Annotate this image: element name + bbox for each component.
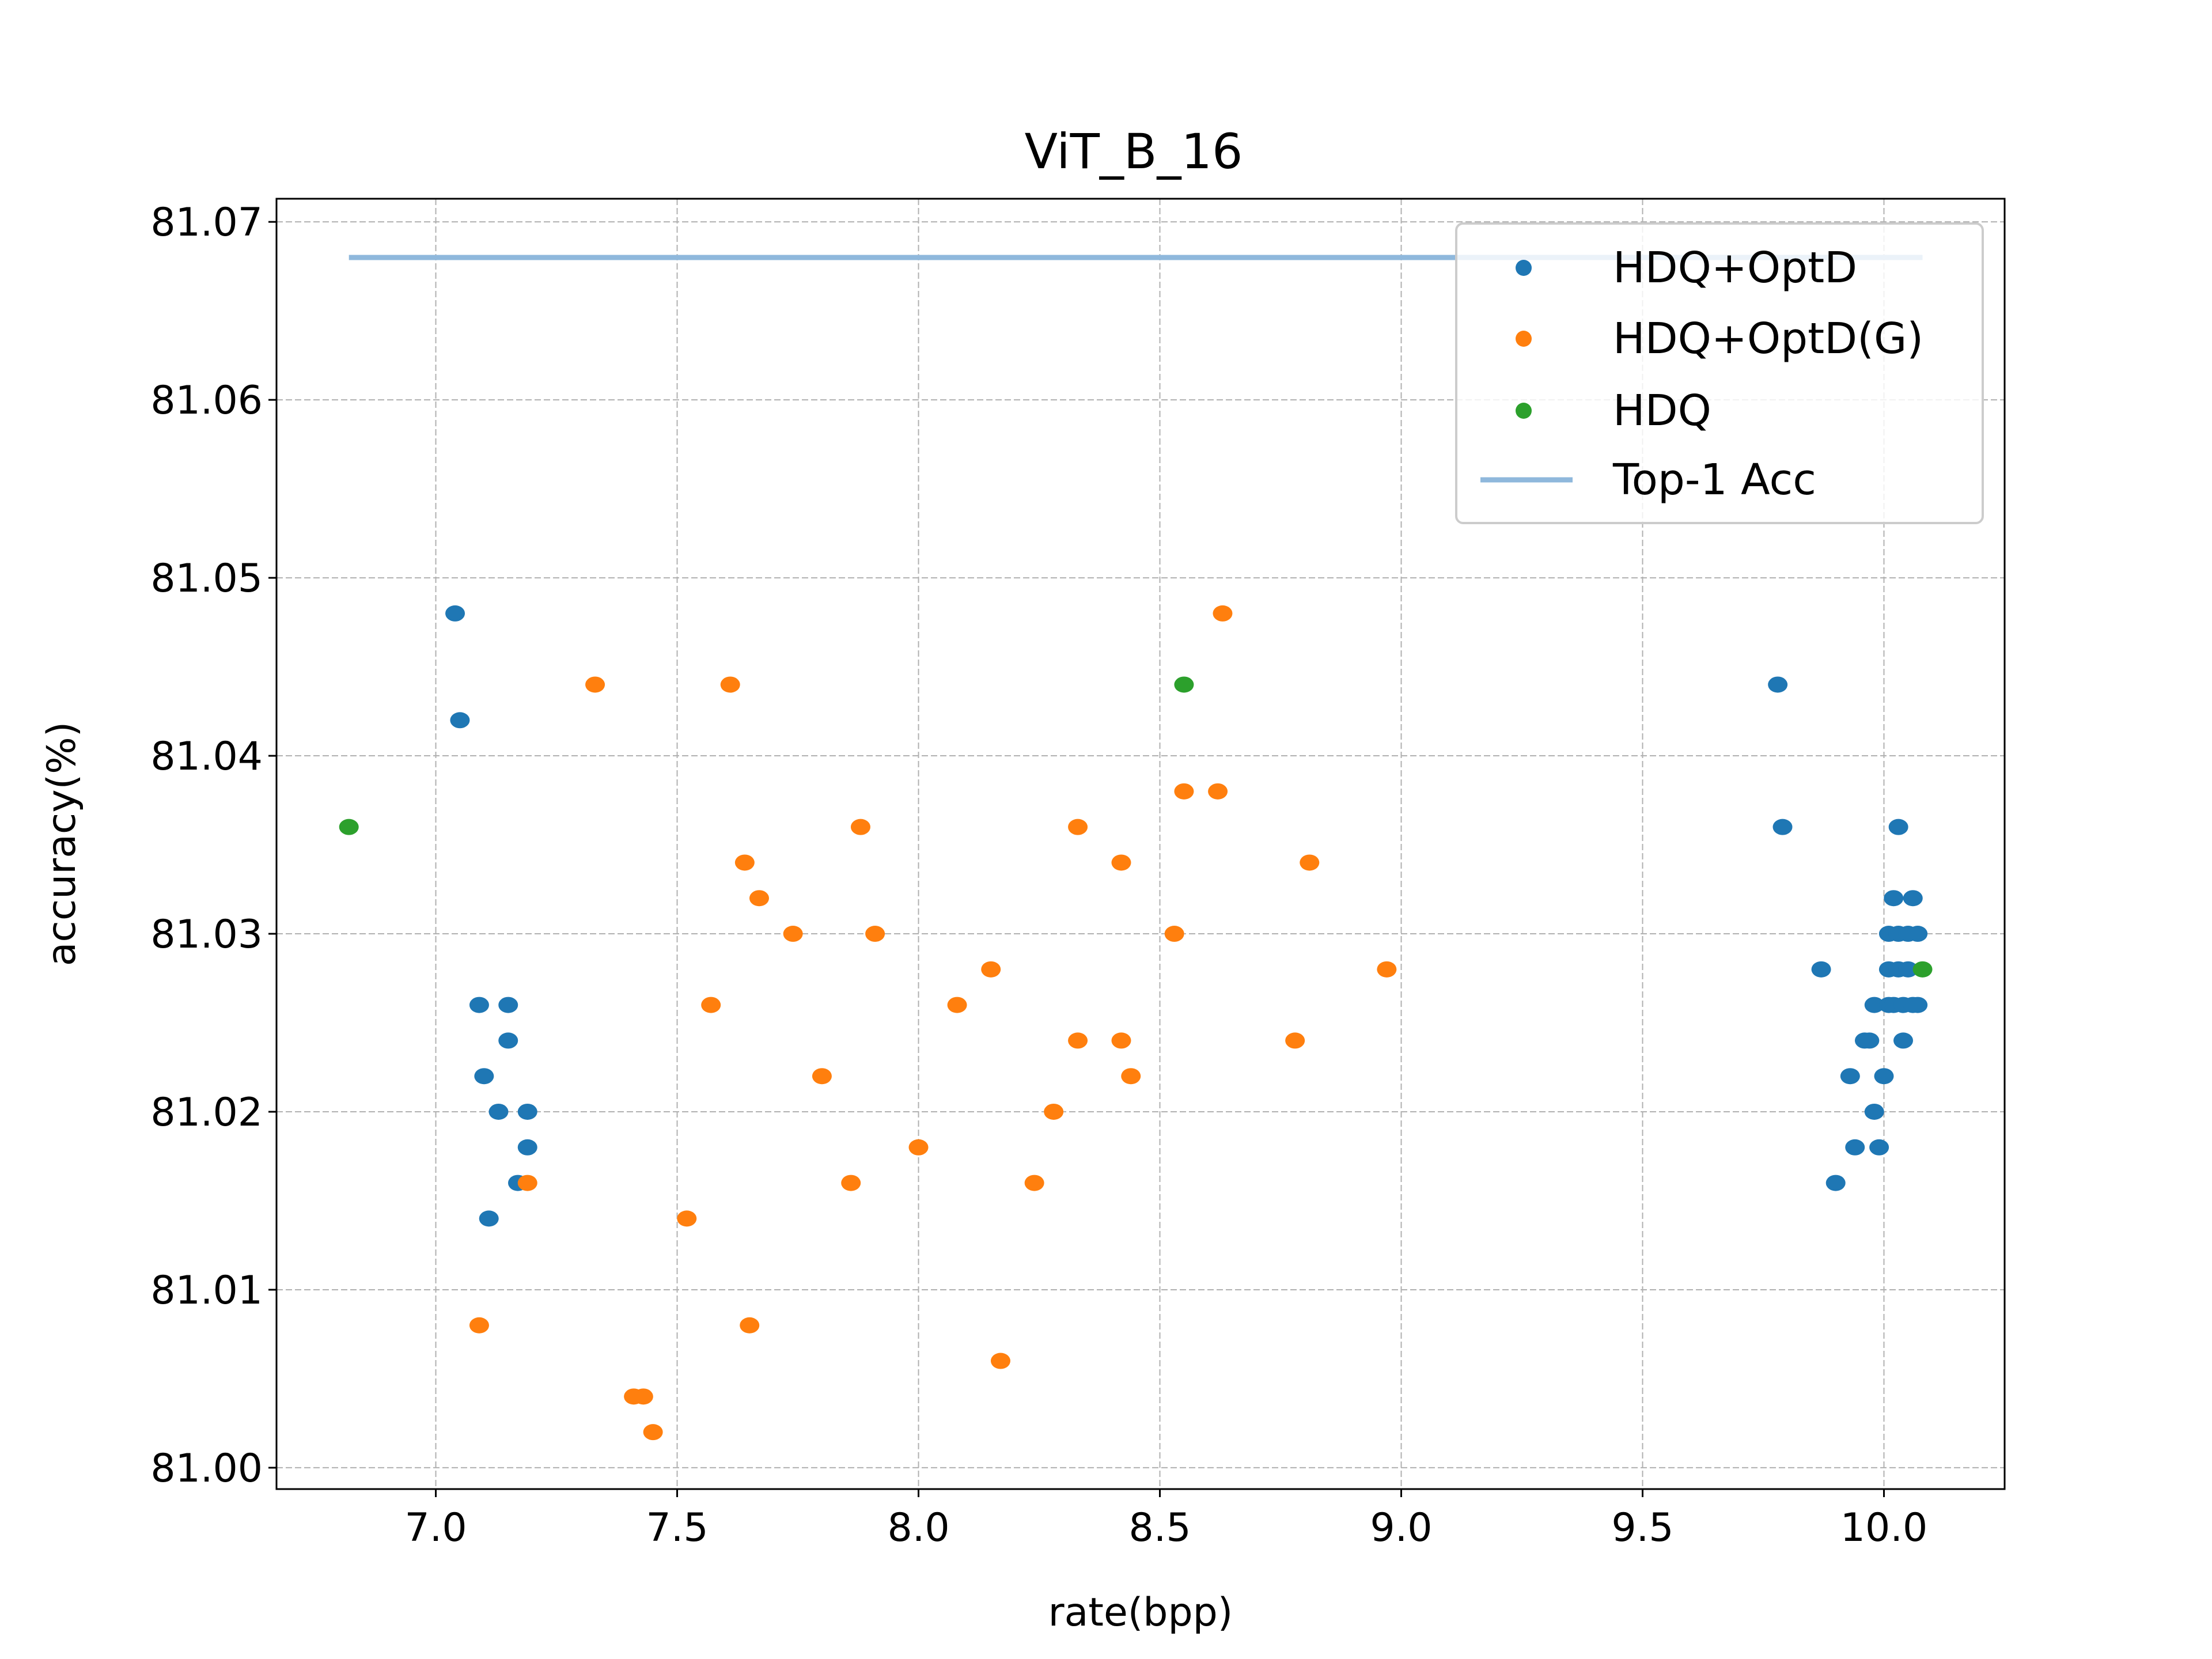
point-hdq-optd (498, 1032, 518, 1049)
point-hdq-optd-g (1377, 961, 1397, 978)
point-hdq-optd (469, 997, 489, 1013)
point-hdq-optd (1898, 961, 1918, 978)
point-hdq-optd-g (1164, 926, 1184, 942)
point-hdq-optd (1908, 997, 1928, 1013)
point-hdq-optd (1811, 961, 1831, 978)
point-hdq-optd (488, 1103, 509, 1120)
point-hdq-optd-g (643, 1424, 663, 1441)
point-hdq-optd-g (783, 926, 803, 942)
point-hdq-optd-g (1121, 1068, 1141, 1085)
point-hdq-optd (1888, 819, 1908, 835)
point-hdq-optd (1864, 997, 1884, 1013)
point-hdq-optd-g (1024, 1175, 1044, 1191)
y-axis: 81.00 81.01 81.02 81.03 81.04 81.05 81.06 81.07 (150, 200, 276, 1491)
point-hdq-optd (517, 1103, 537, 1120)
point-hdq-optd-g (841, 1175, 861, 1191)
point-hdq-optd (1884, 890, 1904, 907)
point-hdq-optd-g (720, 676, 740, 693)
point-hdq-optd-g (947, 997, 967, 1013)
point-hdq-optd (517, 1139, 537, 1156)
legend-label-hdq: HDQ (1613, 386, 1711, 435)
plot-frame (275, 198, 2006, 1490)
point-hdq-optd (445, 605, 465, 622)
y-tick-label: 81.04 (150, 734, 263, 779)
point-hdq-optd-g (1044, 1103, 1064, 1120)
point-hdq-optd (1893, 1032, 1914, 1049)
point-hdq-optd (1768, 676, 1788, 693)
legend-marker-hdq-optd (1516, 260, 1532, 276)
point-hdq-optd-g (865, 926, 885, 942)
point-hdq-optd-g (1213, 605, 1233, 622)
point-hdq-optd-g (908, 1139, 929, 1156)
point-hdq-optd (1859, 1032, 1880, 1049)
x-tick-label: 9.0 (1370, 1505, 1432, 1551)
point-hdq-optd-g (1285, 1032, 1305, 1049)
point-hdq-optd (1845, 1139, 1865, 1156)
y-tick-label: 81.05 (150, 556, 263, 601)
point-hdq-optd-g (1300, 854, 1320, 871)
point-hdq-optd (1772, 819, 1793, 835)
point-hdq-optd-g (734, 854, 755, 871)
point-hdq-optd (1903, 890, 1923, 907)
point-hdq-optd-g (1111, 1032, 1131, 1049)
point-hdq-optd-g (585, 676, 605, 693)
point-hdq-optd (1864, 1103, 1884, 1120)
x-tick-label: 7.5 (646, 1505, 708, 1551)
legend-label-top1-acc: Top-1 Acc (1612, 455, 1816, 505)
point-hdq-optd (1840, 1068, 1860, 1085)
point-hdq-optd-g (633, 1388, 653, 1405)
x-tick-label: 8.5 (1128, 1505, 1191, 1551)
point-hdq-optd-g (701, 997, 721, 1013)
point-hdq-optd-g (1111, 854, 1131, 871)
legend-marker-hdq (1516, 403, 1532, 419)
point-hdq (1174, 676, 1194, 693)
point-hdq-optd-g (1208, 783, 1228, 800)
x-axis: 7.0 7.5 8.0 8.5 9.0 9.5 10.0 (404, 1489, 1927, 1551)
x-tick-label: 8.0 (887, 1505, 949, 1551)
point-hdq-optd-g (1174, 783, 1194, 800)
legend-label-hdq-optd-g: HDQ+OptD(G) (1613, 314, 1923, 363)
point-hdq (339, 819, 359, 835)
data-points (339, 605, 1933, 1441)
point-hdq-optd (1874, 1068, 1894, 1085)
point-hdq-optd-g (740, 1317, 760, 1334)
point-hdq-optd-g (1068, 819, 1088, 835)
legend-label-hdq-optd: HDQ+OptD (1613, 243, 1857, 293)
point-hdq-optd (450, 712, 470, 729)
x-tick-label: 10.0 (1840, 1505, 1927, 1551)
point-hdq-optd (1908, 926, 1928, 942)
point-hdq-optd-g (749, 890, 769, 907)
point-hdq-optd (498, 997, 518, 1013)
point-hdq-optd-g (469, 1317, 489, 1334)
point-hdq-optd (479, 1210, 499, 1227)
y-tick-label: 81.06 (150, 378, 263, 423)
y-tick-label: 81.07 (150, 200, 263, 245)
chart-title: ViT_B_16 (1025, 123, 1243, 180)
point-hdq (1912, 961, 1933, 978)
point-hdq-optd-g (677, 1210, 697, 1227)
x-axis-label: rate(bpp) (1048, 1590, 1233, 1635)
point-hdq-optd-g (1068, 1032, 1088, 1049)
point-hdq-optd-g (990, 1353, 1010, 1369)
y-tick-label: 81.00 (150, 1446, 263, 1491)
y-tick-label: 81.01 (150, 1268, 263, 1313)
y-axis-label: accuracy(%) (39, 722, 85, 966)
grid (276, 199, 2005, 1489)
point-hdq-optd-g (850, 819, 870, 835)
legend: HDQ+OptD HDQ+OptD(G) HDQ Top-1 Acc (1455, 222, 1984, 524)
point-hdq-optd-g (981, 961, 1001, 978)
x-tick-label: 7.0 (404, 1505, 467, 1551)
point-hdq-optd (1825, 1175, 1846, 1191)
x-tick-label: 9.5 (1611, 1505, 1673, 1551)
point-hdq-optd (1869, 1139, 1889, 1156)
legend-box (1455, 222, 1984, 524)
point-hdq-optd (474, 1068, 494, 1085)
point-hdq-optd-g (812, 1068, 832, 1085)
y-tick-label: 81.03 (150, 912, 263, 957)
legend-marker-hdq-optd-g (1516, 331, 1532, 347)
point-hdq-optd-g (517, 1175, 537, 1191)
y-tick-label: 81.02 (150, 1090, 263, 1135)
